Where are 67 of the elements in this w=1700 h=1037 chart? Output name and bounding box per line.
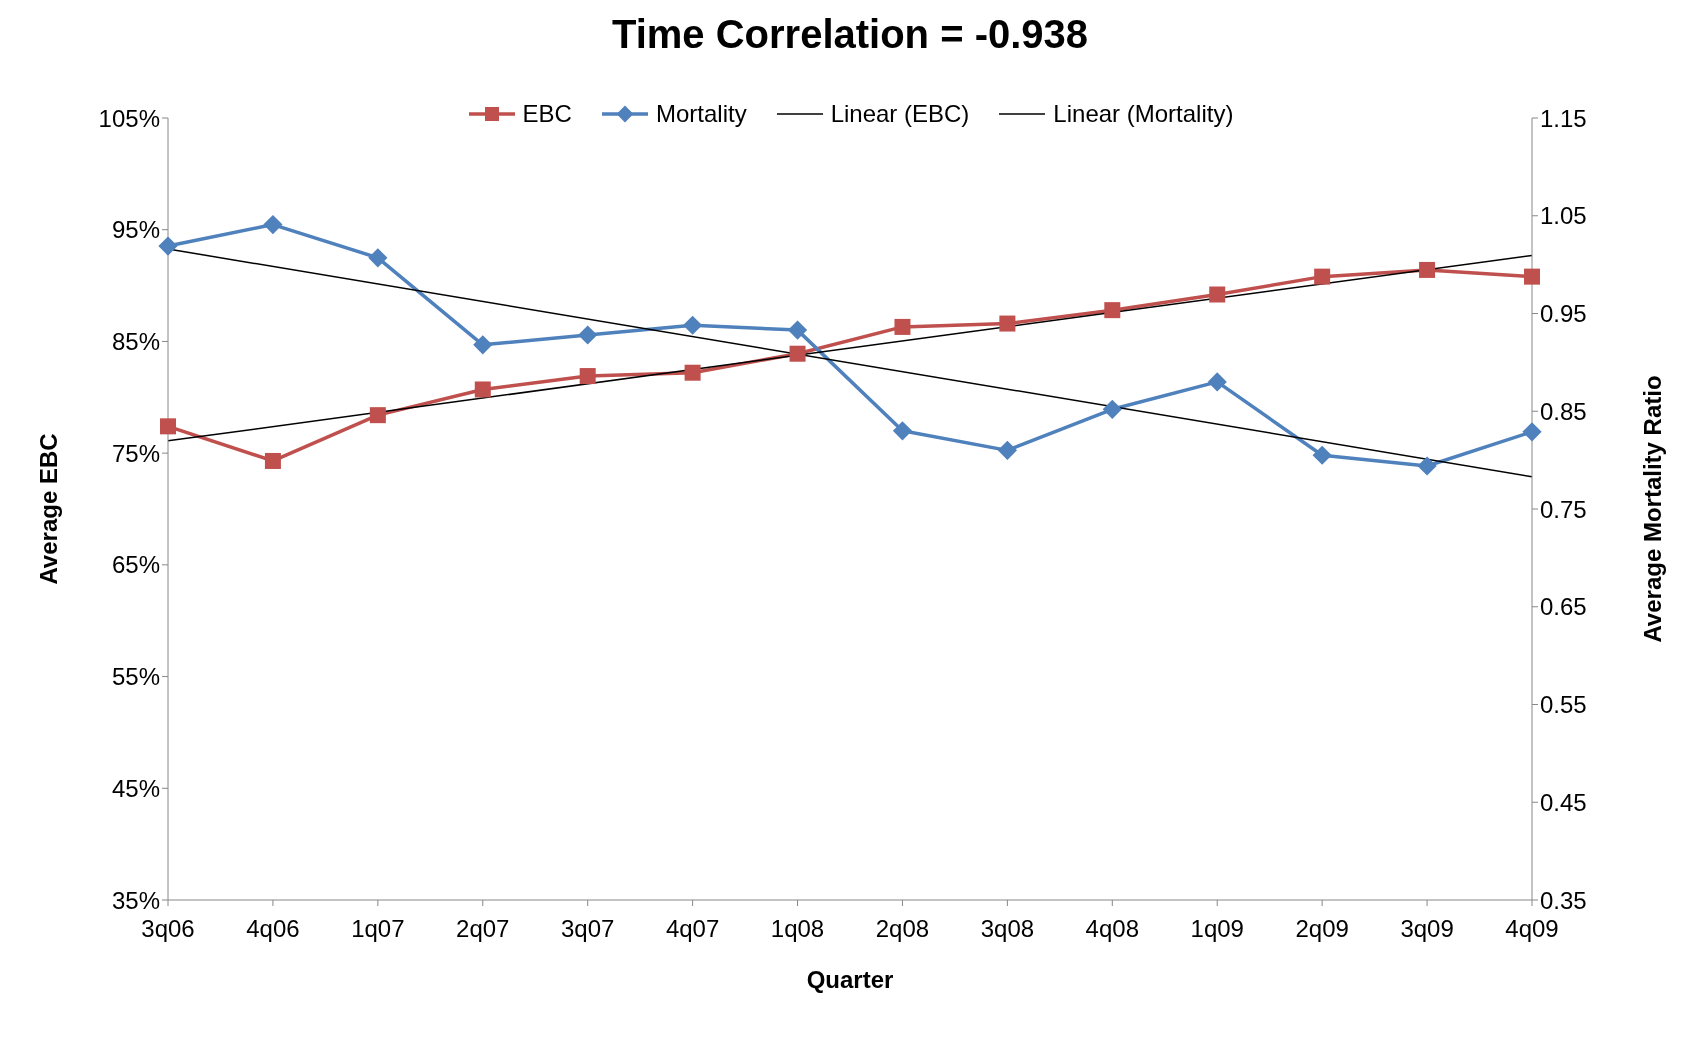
point — [263, 214, 283, 235]
point — [1312, 445, 1332, 465]
y-tick-label: 85% — [111, 327, 160, 355]
y2-axis-title: Average Mortality Ratio — [1638, 375, 1666, 643]
point — [1522, 422, 1542, 442]
point — [892, 421, 913, 441]
y-tick-label: 75% — [111, 439, 160, 467]
x-tick-label: 3q07 — [561, 915, 615, 943]
y-tick-label: 35% — [111, 886, 160, 914]
point — [787, 320, 808, 340]
x-tick-label: 3q09 — [1400, 915, 1454, 943]
point — [1209, 286, 1226, 303]
point — [1417, 456, 1437, 476]
y2-tick-label: 0.45 — [1540, 788, 1587, 816]
point — [368, 248, 388, 268]
point — [1207, 372, 1227, 392]
point — [1104, 302, 1121, 319]
point — [160, 418, 176, 435]
y2-tick-label: 0.85 — [1540, 397, 1587, 425]
point — [264, 452, 281, 469]
x-tick-label: 2q08 — [875, 915, 930, 943]
y2-tick-label: 0.75 — [1540, 495, 1587, 523]
y-tick-label: 65% — [111, 551, 160, 579]
point — [997, 440, 1017, 460]
point — [579, 368, 596, 385]
legend-label: Linear (EBC) — [830, 100, 970, 128]
chart-title: Time Correlation = -0.938 — [610, 11, 1090, 58]
point — [999, 315, 1016, 332]
legend-label: Linear (Mortality) — [1053, 100, 1234, 128]
y-axis-title: Average EBC — [34, 433, 62, 585]
y-tick-label: 45% — [111, 774, 160, 802]
x-tick-label: 2q09 — [1295, 915, 1349, 943]
point — [683, 315, 703, 335]
point — [1314, 268, 1331, 285]
point — [158, 236, 178, 256]
x-tick-label: 2q07 — [456, 915, 510, 943]
y-tick-label: 95% — [111, 216, 160, 244]
point — [473, 335, 493, 355]
y2-tick-label: 1.15 — [1540, 104, 1587, 132]
y2-tick-label: 0.55 — [1540, 691, 1587, 719]
x-tick-label: 3q06 — [141, 915, 195, 943]
y2-tick-label: 1.05 — [1540, 202, 1587, 230]
x-tick-label: 4q08 — [1085, 915, 1139, 943]
point — [474, 381, 491, 398]
x-tick-label: 1q08 — [770, 915, 825, 943]
legend-label: Mortality — [655, 100, 747, 128]
x-tick-label: 4q07 — [665, 915, 720, 943]
point — [684, 364, 701, 381]
point — [369, 407, 386, 424]
point — [1524, 268, 1540, 285]
y-tick-label: 55% — [111, 663, 160, 691]
y2-tick-label: 0.35 — [1540, 886, 1587, 914]
point — [1419, 261, 1436, 278]
y2-tick-label: 0.65 — [1540, 593, 1587, 621]
x-tick-label: 1q07 — [351, 915, 405, 943]
point — [789, 345, 806, 362]
x-tick-label: 3q08 — [980, 915, 1035, 943]
point — [894, 318, 911, 335]
legend-label: EBC — [522, 100, 572, 128]
x-axis-title: Quarter — [806, 966, 894, 993]
x-tick-label: 4q09 — [1505, 915, 1559, 943]
point — [578, 325, 598, 345]
y2-tick-label: 0.95 — [1540, 300, 1587, 328]
x-tick-label: 4q06 — [246, 915, 300, 943]
y-tick-label: 105% — [98, 104, 160, 132]
x-tick-label: 1q09 — [1190, 915, 1244, 943]
point — [1102, 399, 1122, 419]
